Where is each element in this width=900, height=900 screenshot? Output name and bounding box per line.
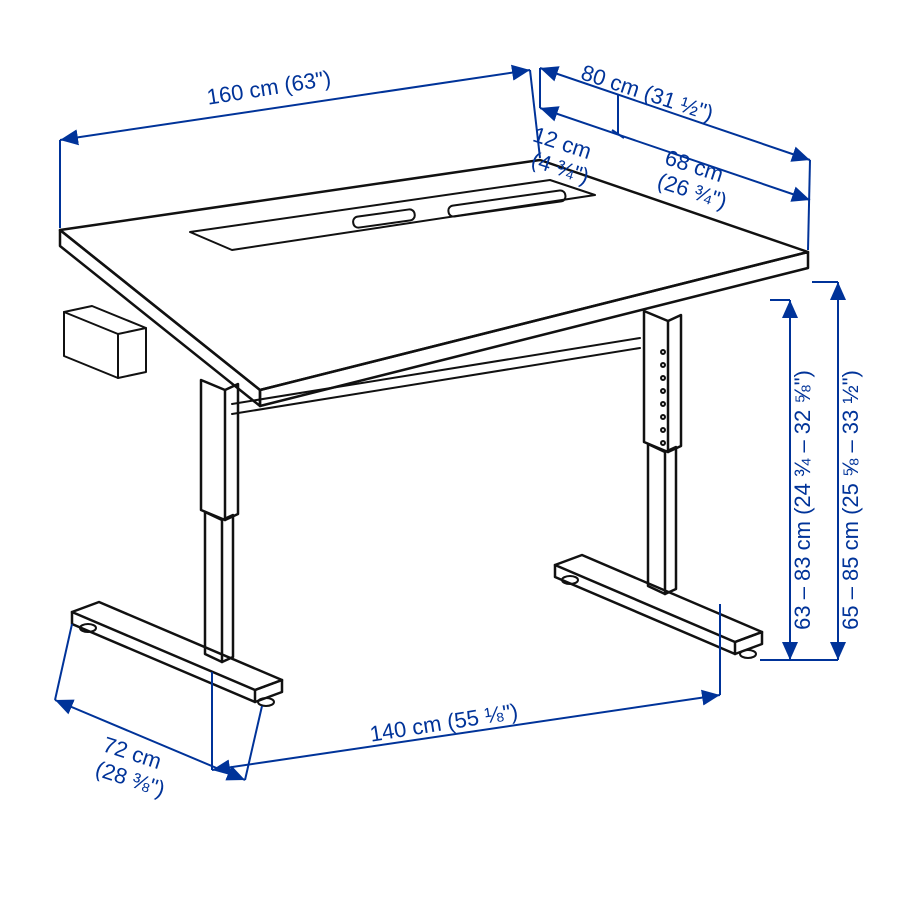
dimension-labels: 160 cm (63") 80 cm (31 ½") 12 cm (4 ¾") … xyxy=(92,60,863,802)
dim-leg-height: 63 – 83 cm (24 ¾ – 32 ⅝") xyxy=(790,370,815,630)
dim-leg-span: 140 cm (55 ⅛") xyxy=(368,699,520,747)
desk-outline xyxy=(60,160,808,706)
left-leg xyxy=(72,380,282,706)
desk-dimension-diagram: 160 cm (63") 80 cm (31 ½") 12 cm (4 ¾") … xyxy=(0,0,900,900)
right-leg xyxy=(555,311,762,658)
dim-total-height: 65 – 85 cm (25 ⅝ – 33 ½") xyxy=(838,370,863,630)
dim-depth-total: 80 cm (31 ½") xyxy=(578,60,716,126)
